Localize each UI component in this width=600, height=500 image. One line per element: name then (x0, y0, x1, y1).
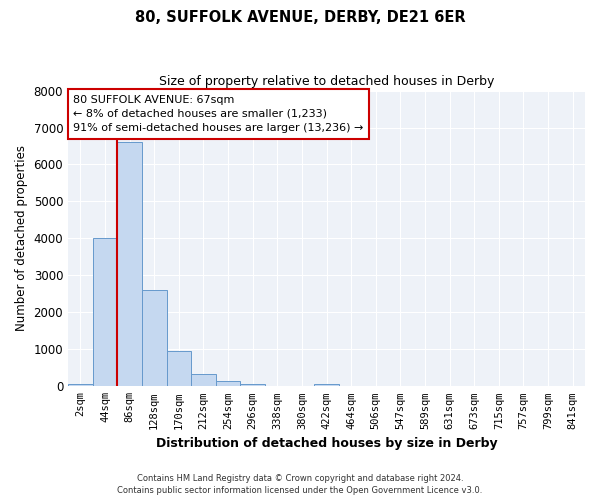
Bar (216, 382, 241, 386)
Text: 80 SUFFOLK AVENUE: 67sqm
← 8% of detached houses are smaller (1,233)
91% of semi: 80 SUFFOLK AVENUE: 67sqm ← 8% of detache… (73, 95, 364, 133)
Bar (241, 384, 265, 386)
Text: 80, SUFFOLK AVENUE, DERBY, DE21 6ER: 80, SUFFOLK AVENUE, DERBY, DE21 6ER (134, 10, 466, 25)
Bar (191, 374, 216, 386)
Bar (92, 238, 117, 386)
X-axis label: Distribution of detached houses by size in Derby: Distribution of detached houses by size … (156, 437, 497, 450)
Bar (142, 290, 167, 386)
Bar (68, 384, 92, 386)
Bar (167, 351, 191, 386)
Y-axis label: Number of detached properties: Number of detached properties (15, 146, 28, 332)
Bar (314, 384, 339, 386)
Bar (117, 142, 142, 386)
Title: Size of property relative to detached houses in Derby: Size of property relative to detached ho… (159, 75, 494, 88)
Text: Contains HM Land Registry data © Crown copyright and database right 2024.
Contai: Contains HM Land Registry data © Crown c… (118, 474, 482, 495)
